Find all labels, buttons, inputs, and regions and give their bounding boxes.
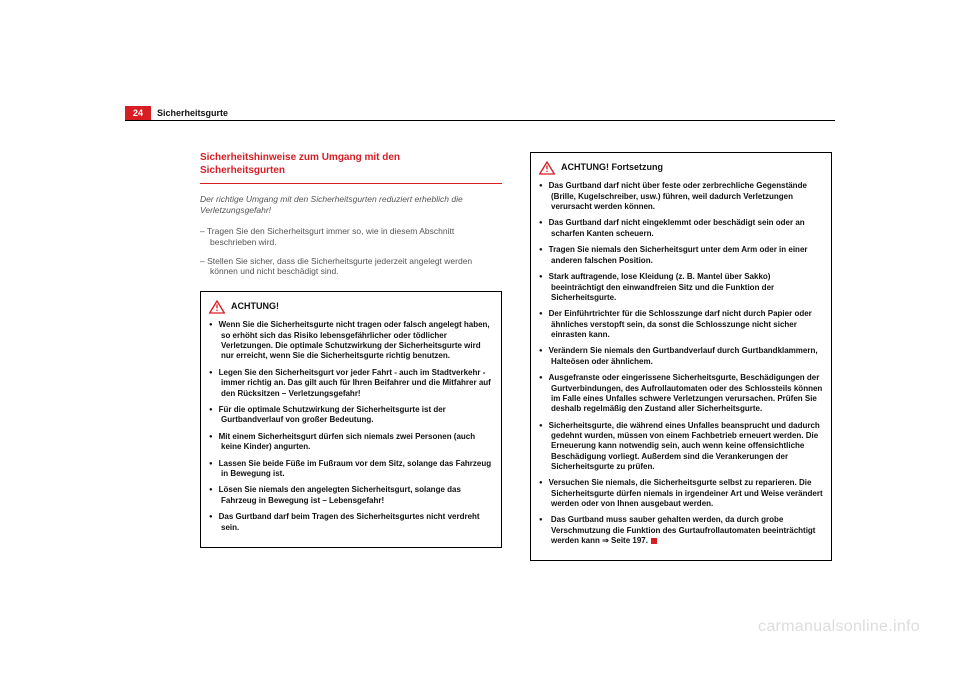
section-title-line1: Sicherheitshinweise zum Umgang mit den bbox=[200, 152, 400, 163]
warning-bullet: Für die optimale Schutzwirkung der Siche… bbox=[209, 405, 493, 426]
warning-bullet: Das Gurtband darf beim Tragen des Sicher… bbox=[209, 512, 493, 533]
warning-bullet: Tragen Sie niemals den Sicherheitsgurt u… bbox=[539, 245, 823, 266]
warning-bullet: Versuchen Sie niemals, die Sicherheitsgu… bbox=[539, 478, 823, 509]
warning-bullet: Wenn Sie die Sicherheitsgurte nicht trag… bbox=[209, 320, 493, 361]
watermark-text: carmanualsonline.info bbox=[758, 618, 920, 636]
right-column: ACHTUNG! Fortsetzung Das Gurtband darf n… bbox=[530, 152, 832, 561]
warning-label-cont: ACHTUNG! Fortsetzung bbox=[561, 162, 663, 174]
running-title: Sicherheitsgurte bbox=[157, 108, 228, 118]
warning-header: ACHTUNG! bbox=[209, 300, 493, 314]
warning-bullet: Verändern Sie niemals den Gurtbandverlau… bbox=[539, 346, 823, 367]
warning-box-right: ACHTUNG! Fortsetzung Das Gurtband darf n… bbox=[530, 152, 832, 561]
body-item: – Stellen Sie sicher, dass die Sicherhei… bbox=[200, 256, 502, 278]
warning-bullet: Mit einem Sicherheitsgurt dürfen sich ni… bbox=[209, 432, 493, 453]
warning-bullet: Lösen Sie niemals den angelegten Sicherh… bbox=[209, 485, 493, 506]
warning-bullet: Der Einführtrichter für die Schlosszunge… bbox=[539, 309, 823, 340]
page-header: 24 Sicherheitsgurte bbox=[125, 106, 228, 120]
left-column: Sicherheitshinweise zum Umgang mit den S… bbox=[200, 152, 502, 548]
warning-triangle-icon bbox=[209, 300, 225, 314]
warning-bullet: Legen Sie den Sicherheitsgurt vor jeder … bbox=[209, 368, 493, 399]
warning-bullet-text: Das Gurtband muss sauber gehalten werden… bbox=[551, 515, 816, 545]
intro-text: Der richtige Umgang mit den Sicherheitsg… bbox=[200, 194, 502, 216]
warning-bullet: Sicherheitsgurte, die während eines Unfa… bbox=[539, 421, 823, 473]
body-item: – Tragen Sie den Sicherheitsgurt immer s… bbox=[200, 226, 502, 248]
warning-header: ACHTUNG! Fortsetzung bbox=[539, 161, 823, 175]
page-number-badge: 24 bbox=[125, 106, 151, 120]
section-title-line2: Sicherheitsgurten bbox=[200, 165, 285, 176]
warning-bullet-last: Das Gurtband muss sauber gehalten werden… bbox=[539, 515, 823, 546]
header-rule bbox=[125, 120, 835, 121]
end-square-icon bbox=[651, 538, 657, 544]
title-underline bbox=[200, 183, 502, 184]
warning-bullet: Lassen Sie beide Füße im Fußraum vor dem… bbox=[209, 459, 493, 480]
warning-bullet: Das Gurtband darf nicht eingeklemmt oder… bbox=[539, 218, 823, 239]
warning-triangle-icon bbox=[539, 161, 555, 175]
warning-bullet: Ausgefranste oder eingerissene Sicherhei… bbox=[539, 373, 823, 414]
warning-bullet: Das Gurtband darf nicht über feste oder … bbox=[539, 181, 823, 212]
warning-box-left: ACHTUNG! Wenn Sie die Sicherheitsgurte n… bbox=[200, 291, 502, 548]
warning-bullet: Stark auftragende, lose Kleidung (z. B. … bbox=[539, 272, 823, 303]
warning-label: ACHTUNG! bbox=[231, 301, 279, 313]
section-title: Sicherheitshinweise zum Umgang mit den S… bbox=[200, 152, 502, 177]
